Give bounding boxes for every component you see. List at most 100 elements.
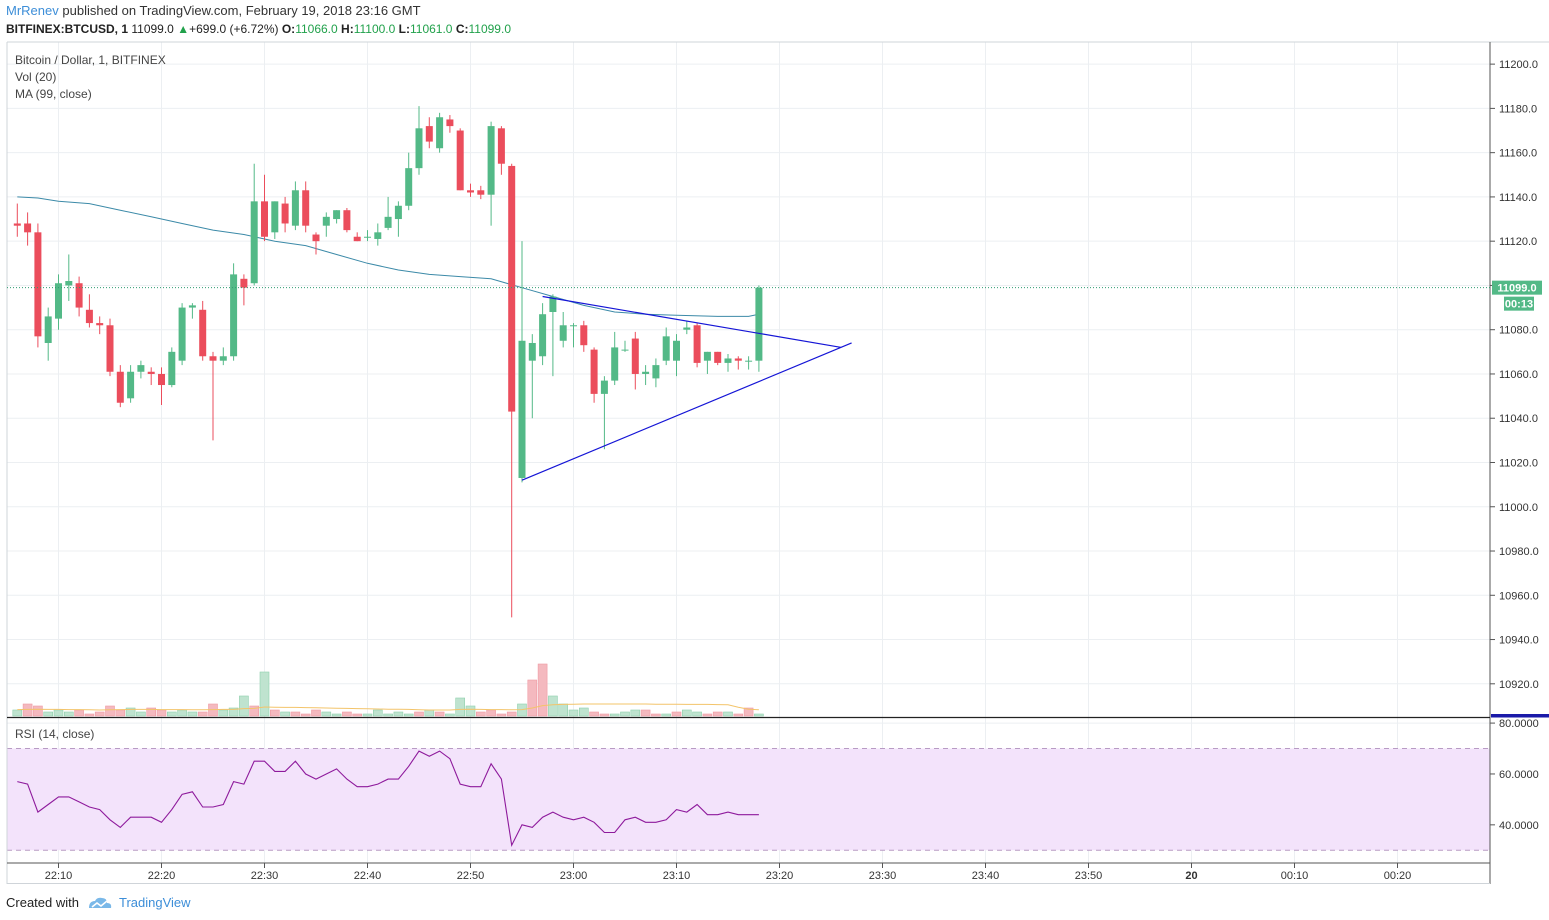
candle-body: [508, 165, 516, 412]
created-with-label: Created with: [6, 895, 79, 910]
candle: [518, 241, 526, 483]
volume-bar: [125, 707, 136, 717]
rsi-legend[interactable]: RSI (14, close): [15, 727, 95, 741]
candle-body: [96, 323, 104, 326]
candle-body: [127, 371, 135, 399]
candle: [673, 334, 680, 377]
main-legend[interactable]: Bitcoin / Dollar, 1, BITFINEX: [15, 53, 166, 67]
trendline: [521, 342, 852, 481]
volume-bar: [568, 709, 579, 717]
tradingview-brand[interactable]: TradingView: [118, 895, 191, 910]
volume-bar: [167, 711, 177, 717]
rsi-band-fill: [7, 748, 1490, 851]
candle-body: [497, 128, 505, 164]
candle-body: [24, 223, 32, 233]
price-tick-label: 11020.0: [1499, 457, 1538, 469]
volume-bar: [187, 711, 198, 717]
volume-bar: [455, 697, 466, 717]
candle: [34, 223, 42, 348]
candle-body: [34, 232, 42, 337]
ticker-symbol: BITFINEX:BTCUSD, 1: [6, 22, 129, 36]
last-price-badge: [1492, 280, 1542, 295]
open-label: O:: [281, 22, 296, 36]
candle: [353, 232, 361, 242]
candle: [539, 303, 547, 366]
price-tick-label: 11160.0: [1499, 148, 1537, 160]
volume-bar: [465, 705, 476, 717]
candle: [302, 181, 310, 233]
volume-bar: [506, 711, 517, 717]
candle: [240, 274, 248, 306]
ma-line: [17, 196, 760, 317]
candle: [75, 276, 83, 317]
candle-body: [652, 365, 660, 379]
candle-body: [364, 236, 371, 238]
candle-body: [518, 340, 526, 478]
candle-body: [703, 351, 711, 361]
price-tick-label: 10980.0: [1499, 546, 1539, 558]
time-tick-label: 22:30: [251, 870, 279, 882]
volume-bar: [136, 711, 146, 717]
candle: [96, 316, 104, 335]
time-tick-label: 23:40: [972, 870, 1000, 882]
candle-body: [261, 201, 268, 237]
candle: [456, 128, 464, 191]
candle: [158, 367, 165, 405]
candle-body: [477, 190, 485, 195]
candle: [230, 263, 238, 361]
footer: Created with TradingView: [6, 895, 191, 910]
countdown-badge: [1504, 296, 1534, 311]
volume-bar: [548, 695, 558, 717]
vol-legend[interactable]: Vol (20): [15, 70, 57, 84]
candle-body: [230, 274, 238, 357]
volume-bar: [383, 713, 393, 717]
candle: [683, 320, 691, 335]
volume-bar: [475, 711, 486, 717]
price-tick-label: 11140.0: [1499, 192, 1537, 204]
candle: [755, 285, 763, 372]
candle: [24, 212, 32, 246]
time-axis[interactable]: 22:10 22:20 22:30 22:40 22:50 23:00 23:10 23:20…: [45, 863, 1412, 882]
candle: [271, 201, 279, 239]
candle-body: [65, 281, 73, 286]
volume-bar: [228, 707, 239, 717]
candle: [65, 254, 73, 301]
candle: [250, 163, 258, 286]
candle-body: [446, 119, 454, 127]
volume-bar: [754, 713, 764, 717]
low-value: 11061.0: [409, 22, 453, 36]
volume-bar: [177, 709, 187, 717]
candle-body: [116, 371, 124, 403]
candle-body: [570, 325, 577, 327]
candle: [261, 174, 268, 242]
candle: [642, 365, 650, 386]
triangle-trendlines[interactable]: [521, 295, 852, 481]
candle-body: [642, 371, 650, 374]
price-tick-label: 10940.0: [1499, 635, 1539, 647]
volume-bar: [403, 713, 414, 717]
volume-bar: [74, 709, 84, 717]
rsi-path: [17, 750, 759, 847]
tradingview-logo-icon: [88, 897, 112, 908]
volume-bar: [362, 713, 373, 717]
candle: [168, 347, 176, 388]
rsi-axis[interactable]: 80.0000 60.0000 40.0000: [1490, 718, 1539, 832]
candle-body: [333, 210, 341, 220]
candle-body: [405, 168, 413, 206]
candle-body: [539, 314, 547, 357]
ma-path: [17, 196, 760, 317]
candle: [467, 183, 474, 197]
candle-body: [456, 130, 464, 191]
candle-body: [75, 283, 83, 308]
author-link[interactable]: MrRenev: [6, 3, 59, 18]
pane-divider-handle: [1491, 714, 1549, 718]
chart-canvas[interactable]: 11200.0 11180.0 11160.0 11140.0 11120.0 11100…: [0, 0, 1549, 884]
candle-body: [353, 236, 361, 242]
countdown-badge-text: 00:13: [1505, 299, 1533, 311]
rsi-band: [7, 748, 1490, 851]
candle-body: [240, 278, 248, 288]
candle-body: [44, 316, 52, 343]
ma-legend[interactable]: MA (99, close): [15, 87, 92, 101]
volume-bar: [609, 713, 620, 717]
candle: [600, 376, 608, 450]
